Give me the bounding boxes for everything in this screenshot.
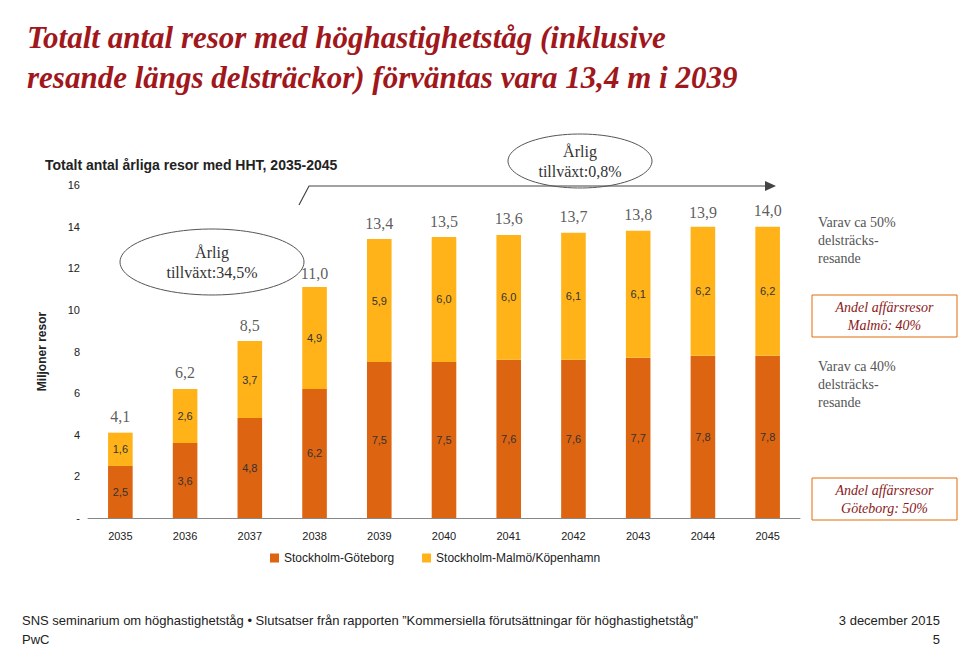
svg-text:6,0: 6,0 <box>436 293 451 305</box>
svg-text:7,5: 7,5 <box>436 434 451 446</box>
svg-text:7,8: 7,8 <box>695 431 710 443</box>
svg-text:resande längs delsträckor) för: resande längs delsträckor) förväntas var… <box>27 60 737 95</box>
svg-text:2036: 2036 <box>173 530 197 542</box>
svg-text:1,6: 1,6 <box>113 443 128 455</box>
svg-text:7,6: 7,6 <box>501 433 516 445</box>
svg-text:resande: resande <box>818 395 861 410</box>
svg-text:SNS seminarium om höghastighet: SNS seminarium om höghastighetståg • Slu… <box>22 613 698 628</box>
svg-text:11,0: 11,0 <box>301 265 328 282</box>
svg-text:6,2: 6,2 <box>175 364 195 381</box>
svg-text:2042: 2042 <box>561 530 585 542</box>
svg-text:6: 6 <box>74 387 80 399</box>
svg-text:13,9: 13,9 <box>689 204 717 221</box>
svg-text:delsträcks-: delsträcks- <box>818 233 879 248</box>
svg-text:13,6: 13,6 <box>495 210 523 227</box>
svg-text:10: 10 <box>68 304 80 316</box>
svg-text:2,5: 2,5 <box>113 486 128 498</box>
svg-text:8,5: 8,5 <box>240 317 260 334</box>
svg-text:Malmö: 40%: Malmö: 40% <box>847 318 922 333</box>
svg-text:3,7: 3,7 <box>242 374 257 386</box>
svg-text:tillväxt:34,5%: tillväxt:34,5% <box>166 264 257 281</box>
svg-text:Andel affärsresor: Andel affärsresor <box>835 483 934 498</box>
svg-text:3 december 2015: 3 december 2015 <box>839 613 940 628</box>
svg-text:-: - <box>76 512 80 524</box>
svg-text:4,1: 4,1 <box>110 408 130 425</box>
svg-text:14: 14 <box>68 221 80 233</box>
svg-text:3,6: 3,6 <box>177 475 192 487</box>
svg-text:2038: 2038 <box>302 530 326 542</box>
svg-text:6,1: 6,1 <box>631 288 646 300</box>
svg-text:2039: 2039 <box>367 530 391 542</box>
svg-text:Totalt antal resor med höghast: Totalt antal resor med höghastighetståg … <box>27 20 666 55</box>
svg-text:Stockholm-Malmö/Köpenhamn: Stockholm-Malmö/Köpenhamn <box>436 551 600 565</box>
svg-text:4: 4 <box>74 429 80 441</box>
svg-text:2037: 2037 <box>238 530 262 542</box>
svg-text:Göteborg: 50%: Göteborg: 50% <box>841 501 928 516</box>
svg-text:2045: 2045 <box>755 530 779 542</box>
svg-text:2,6: 2,6 <box>177 410 192 422</box>
svg-text:tillväxt:0,8%: tillväxt:0,8% <box>538 163 621 180</box>
svg-text:resande: resande <box>818 251 861 266</box>
svg-text:2035: 2035 <box>108 530 132 542</box>
svg-text:6,2: 6,2 <box>695 285 710 297</box>
svg-text:2041: 2041 <box>496 530 520 542</box>
svg-text:7,8: 7,8 <box>760 431 775 443</box>
svg-text:2043: 2043 <box>626 530 650 542</box>
svg-text:delsträcks-: delsträcks- <box>818 377 879 392</box>
svg-text:7,7: 7,7 <box>631 432 646 444</box>
svg-text:Miljoner resor: Miljoner resor <box>35 311 49 391</box>
svg-text:8: 8 <box>74 346 80 358</box>
svg-text:2040: 2040 <box>432 530 456 542</box>
svg-text:4,9: 4,9 <box>307 332 322 344</box>
svg-text:PwC: PwC <box>22 632 49 647</box>
svg-text:2: 2 <box>74 470 80 482</box>
svg-text:13,4: 13,4 <box>365 215 393 232</box>
svg-text:16: 16 <box>68 179 80 191</box>
svg-text:2044: 2044 <box>691 530 715 542</box>
svg-text:7,6: 7,6 <box>566 433 581 445</box>
svg-text:5: 5 <box>933 632 940 647</box>
svg-text:13,5: 13,5 <box>430 213 458 230</box>
svg-text:Årlig: Årlig <box>195 244 229 262</box>
svg-text:4,8: 4,8 <box>242 462 257 474</box>
svg-text:Varav ca 40%: Varav ca 40% <box>818 359 896 374</box>
svg-text:7,5: 7,5 <box>372 434 387 446</box>
svg-text:6,2: 6,2 <box>760 285 775 297</box>
svg-text:Årlig: Årlig <box>563 143 597 161</box>
svg-text:12: 12 <box>68 262 80 274</box>
svg-text:13,7: 13,7 <box>559 208 587 225</box>
svg-text:6,2: 6,2 <box>307 447 322 459</box>
svg-text:6,0: 6,0 <box>501 291 516 303</box>
svg-text:14,0: 14,0 <box>754 202 782 219</box>
svg-text:5,9: 5,9 <box>372 295 387 307</box>
svg-text:Andel affärsresor: Andel affärsresor <box>835 300 934 315</box>
svg-text:Varav ca 50%: Varav ca 50% <box>818 215 896 230</box>
svg-text:6,1: 6,1 <box>566 290 581 302</box>
svg-text:Stockholm-Göteborg: Stockholm-Göteborg <box>284 551 394 565</box>
svg-text:Totalt antal årliga resor med: Totalt antal årliga resor med HHT, 2035-… <box>45 157 338 173</box>
svg-text:13,8: 13,8 <box>624 206 652 223</box>
